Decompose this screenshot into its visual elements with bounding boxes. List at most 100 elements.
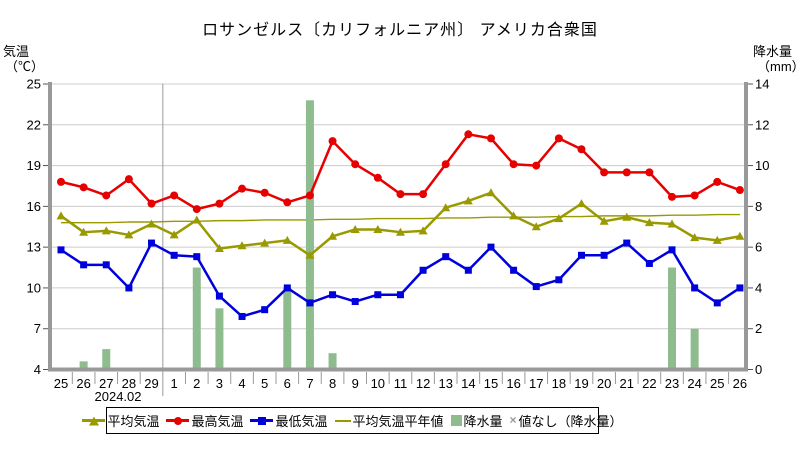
day-label: 26 (733, 376, 747, 391)
day-label: 27 (99, 376, 113, 391)
max-temp-marker (238, 184, 247, 193)
day-label: 16 (506, 376, 520, 391)
min-temp-marker (713, 299, 721, 307)
avg-temp-marker (282, 235, 292, 244)
day-label: 9 (352, 376, 359, 391)
min-temp-marker (532, 283, 540, 291)
temp-tick-label: 22 (27, 117, 41, 132)
day-label: 17 (529, 376, 543, 391)
day-label: 26 (76, 376, 90, 391)
day-label: 14 (461, 376, 475, 391)
day-label: 12 (416, 376, 430, 391)
day-label: 28 (122, 376, 136, 391)
avg-temp-marker (101, 226, 111, 235)
max-temp-marker (532, 161, 541, 170)
precip-tick-label: 4 (755, 280, 762, 295)
avg-temp-marker (690, 233, 700, 242)
precip-legend-marker (450, 415, 462, 426)
min-temp-marker (396, 291, 404, 299)
temp-tick-label: 19 (27, 158, 41, 173)
precip-bar (668, 267, 677, 372)
avg-temp-marker (554, 214, 564, 223)
avg-temp-marker (463, 196, 473, 205)
max-temp-marker (419, 190, 428, 199)
max-temp-marker (486, 134, 495, 143)
day-label: 5 (261, 376, 268, 391)
precip-tick-label: 10 (755, 158, 769, 173)
precip-tick-label: 6 (755, 240, 762, 255)
avg-temp-marker (373, 224, 383, 233)
max-temp-marker (600, 168, 609, 177)
avg-temp-marker (169, 230, 179, 239)
avg-temp-marker (667, 219, 677, 228)
min-temp-marker (577, 251, 585, 259)
max-temp-marker (57, 177, 65, 186)
avg-temp-marker (214, 244, 224, 253)
max-temp-marker (690, 191, 699, 200)
avg-temp-marker (395, 227, 405, 236)
min-temp-marker (419, 266, 427, 274)
precip-bar (283, 287, 292, 372)
avg-temp-marker (124, 230, 134, 239)
max-temp-marker (170, 191, 179, 200)
min-temp-marker (464, 266, 472, 274)
avg-temp-marker (486, 188, 496, 197)
day-label: 10 (371, 376, 385, 391)
min-temp-marker (623, 239, 631, 247)
precip-axis-title-line1: 降水量 (753, 44, 793, 59)
avg-temp-marker (735, 231, 745, 240)
avg-temp-marker (576, 199, 586, 208)
legend-label-no-value: 値なし（降水量） (518, 414, 623, 429)
max-temp-marker (464, 130, 473, 139)
day-label: 29 (144, 376, 158, 391)
min-temp-marker (261, 306, 269, 314)
max-temp-marker (283, 198, 292, 207)
precip-bar (79, 361, 88, 372)
max-temp-marker (124, 175, 133, 184)
temp-tick-label: 7 (34, 321, 41, 336)
min-temp-marker (600, 251, 608, 259)
min-temp-marker (148, 239, 156, 247)
min-temp-marker (57, 246, 65, 254)
temp-tick-label: 10 (27, 280, 41, 295)
avg-temp-marker (305, 250, 315, 259)
min-temp-marker (691, 284, 699, 292)
temp-axis-title-line1: 気温 (3, 44, 30, 59)
min-temp-marker (238, 312, 246, 320)
max-temp-marker (645, 168, 654, 177)
min-temp-marker (215, 292, 223, 300)
max-temp-marker (260, 188, 269, 197)
avg-temp-marker (79, 227, 89, 236)
day-label: 25 (710, 376, 724, 391)
legend: 平均気温 最高気温 最低気温 平均気温平年値 降水量 × 値なし（降水量） (82, 407, 623, 434)
legend-label-normal-temp: 平均気温平年値 (352, 414, 444, 429)
day-label: 24 (687, 376, 701, 391)
avg-temp-marker (509, 211, 519, 220)
max-temp-marker (668, 192, 677, 201)
day-label: 22 (642, 376, 656, 391)
precip-tick-label: 8 (755, 199, 762, 214)
precip-bar (215, 308, 224, 372)
precip-bar (690, 328, 699, 372)
avg-temp-marker (237, 241, 247, 250)
min-temp-marker (329, 291, 337, 299)
max-temp-marker (622, 168, 631, 177)
avg-temp-marker (441, 203, 451, 212)
min-temp-marker (487, 243, 495, 251)
precip-axis-title-line2: （mm） (757, 59, 800, 74)
precip-bar (102, 349, 111, 372)
avg-temp-marker (328, 231, 338, 240)
max-temp-legend-marker (166, 415, 190, 426)
legend-item-min-temp: 最低気温 (250, 411, 328, 430)
month-label: 2024.02 (95, 389, 142, 404)
max-temp-marker (554, 134, 563, 143)
temp-tick-label: 13 (27, 240, 41, 255)
max-temp-marker (351, 160, 360, 169)
max-temp-marker (215, 199, 224, 208)
precip-tick-label: 12 (755, 117, 769, 132)
min-temp-marker (80, 261, 88, 269)
avg-temp-marker (599, 216, 609, 225)
legend-item-normal-temp: 平均気温平年値 (334, 411, 444, 430)
avg-temp-marker (56, 211, 66, 220)
